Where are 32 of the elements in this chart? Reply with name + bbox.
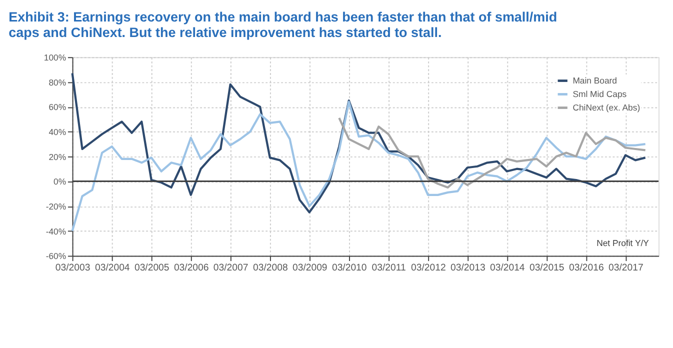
x-tick-label: 03/2007: [213, 262, 248, 274]
line-series: [71, 72, 646, 214]
x-tick-label: 03/2008: [253, 262, 288, 274]
chart-title: Exhibit 3: Earnings recovery on the main board has been faster than that of small/mid caps and ChiNext. But the relative improvement has started to stall.: [8, 9, 558, 40]
x-tick-label: 03/2005: [134, 262, 170, 274]
y-tick-label: 80%: [48, 77, 66, 88]
x-tick-label: 03/2015: [529, 262, 564, 274]
y-tick-label: 0%: [54, 176, 66, 187]
x-tick-label: 03/2012: [411, 262, 446, 274]
x-tick-label: 03/2006: [174, 262, 209, 274]
x-tick-label: 03/2011: [372, 262, 406, 274]
legend-label: ChiNext (ex. Abs): [572, 102, 640, 113]
x-tick-label: 03/2010: [332, 262, 367, 274]
y-tick-label: 40%: [48, 126, 66, 137]
legend-label: Main Board: [572, 76, 618, 86]
y-tick-label: 100%: [44, 52, 66, 63]
y-tick-label: 20%: [48, 152, 66, 162]
x-tick-label: 03/2017: [608, 262, 644, 274]
y-tick-label: -40%: [46, 226, 66, 236]
legend-label: Sml Mid Caps: [572, 89, 628, 100]
line-series: [71, 100, 646, 232]
x-tick-label: 03/2009: [292, 262, 328, 274]
y-tick-label: -60%: [46, 251, 66, 262]
line-series: [338, 116, 646, 189]
y-tick-label: 60%: [48, 102, 66, 112]
x-tick-label: 03/2003: [55, 262, 90, 274]
x-tick-label: 03/2014: [490, 262, 526, 274]
x-tick-label: 03/2013: [450, 262, 486, 274]
annotation: Net Profit Y/Y: [596, 238, 650, 248]
y-tick-label: -20%: [46, 201, 66, 212]
x-tick-label: 03/2016: [569, 262, 604, 274]
x-tick-label: 03/2004: [94, 262, 130, 274]
